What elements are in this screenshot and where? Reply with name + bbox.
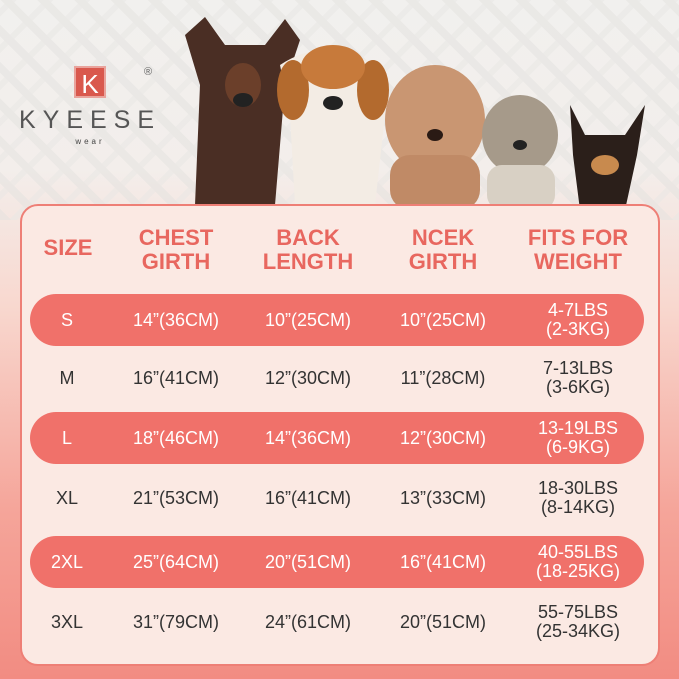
weight-kg-text: (2-3KG) <box>545 319 610 339</box>
weight-lbs-text: 40-55LBS <box>537 542 619 562</box>
table-row: S 14”(36CM) 10”(25CM) 10”(25CM) 4-7LBS (2-3KG… <box>30 294 644 346</box>
chihuahua-image <box>570 105 645 210</box>
header-size: SIZE <box>43 235 93 260</box>
weight-lbs-text: 7-13LBS <box>542 358 614 378</box>
weight-cell: 13-19LBS (6-9KG) <box>518 412 638 464</box>
neck-cell: 20”(51CM) <box>381 596 505 648</box>
back-cell: 10”(25CM) <box>246 294 370 346</box>
weight-kg-text: (3-6KG) <box>545 377 610 397</box>
chest-cell: 25”(64CM) <box>114 536 238 588</box>
chest-text: 31”(79CM) <box>132 611 220 632</box>
size-cell: 2XL <box>37 536 97 588</box>
size-cell: XL <box>37 472 97 524</box>
chest-cell: 21”(53CM) <box>114 472 238 524</box>
chest-cell: 14”(36CM) <box>114 294 238 346</box>
back-text: 16”(41CM) <box>264 487 352 508</box>
back-text: 12”(30CM) <box>264 367 352 388</box>
chest-cell: 16”(41CM) <box>114 352 238 404</box>
back-text: 20”(51CM) <box>264 551 352 572</box>
weight-lbs-text: 55-75LBS <box>537 602 619 622</box>
back-cell: 24”(61CM) <box>246 596 370 648</box>
table-row: 2XL 25”(64CM) 20”(51CM) 16”(41CM) 40-55LBS (1… <box>30 536 644 588</box>
chest-text: 18”(46CM) <box>132 427 220 448</box>
weight-lbs-text: 4-7LBS <box>547 300 609 320</box>
weight-cell: 18-30LBS (8-14KG) <box>518 472 638 524</box>
neck-cell: 16”(41CM) <box>381 536 505 588</box>
weight-cell: 55-75LBS (25-34KG) <box>518 596 638 648</box>
schnauzer-image <box>482 95 558 210</box>
back-cell: 14”(36CM) <box>246 412 370 464</box>
weight-cell: 7-13LBS (3-6KG) <box>518 352 638 404</box>
weight-cell: 4-7LBS (2-3KG) <box>518 294 638 346</box>
neck-cell: 12”(30CM) <box>381 412 505 464</box>
poodle-image <box>385 65 485 210</box>
brand-name: KYEESE <box>18 106 162 134</box>
chest-text: 14”(36CM) <box>132 309 220 330</box>
neck-text: 12”(30CM) <box>399 427 487 448</box>
weight-kg-text: (18-25KG) <box>535 561 621 581</box>
dogs-photo <box>185 17 645 210</box>
weight-lbs-text: 13-19LBS <box>537 418 619 438</box>
size-text: 3XL <box>50 611 84 632</box>
size-cell: M <box>37 352 97 404</box>
size-text: XL <box>55 487 79 508</box>
chest-cell: 18”(46CM) <box>114 412 238 464</box>
neck-text: 13”(33CM) <box>399 487 487 508</box>
header-neck-girth: NCEK GIRTH <box>408 225 478 274</box>
back-cell: 16”(41CM) <box>246 472 370 524</box>
size-text: S <box>60 309 73 330</box>
table-row: L 18”(46CM) 14”(36CM) 12”(30CM) 13-19LBS (6-9… <box>30 412 644 464</box>
chest-cell: 31”(79CM) <box>114 596 238 648</box>
logo-mark: K <box>74 66 106 99</box>
neck-text: 10”(25CM) <box>399 309 487 330</box>
table-row: M 16”(41CM) 12”(30CM) 11”(28CM) 7-13LBS (3-6K… <box>30 352 644 404</box>
brand-logo: K ® KYEESE wear <box>10 66 170 146</box>
weight-kg-text: (25-34KG) <box>535 621 621 641</box>
neck-cell: 13”(33CM) <box>381 472 505 524</box>
back-cell: 20”(51CM) <box>246 536 370 588</box>
registered-mark: ® <box>144 66 153 78</box>
back-text: 10”(25CM) <box>264 309 352 330</box>
beagle-image <box>277 45 389 205</box>
header-fits-for-weight: FITS FOR WEIGHT <box>527 225 629 274</box>
header-chest-girth: CHEST GIRTH <box>138 225 214 274</box>
neck-cell: 11”(28CM) <box>381 352 505 404</box>
weight-kg-text: (6-9KG) <box>545 437 610 457</box>
neck-text: 16”(41CM) <box>399 551 487 572</box>
table-row: XL 21”(53CM) 16”(41CM) 13”(33CM) 18-30LBS (8-… <box>30 472 644 524</box>
size-cell: 3XL <box>37 596 97 648</box>
size-text: M <box>59 367 75 388</box>
header-back-length: BACK LENGTH <box>262 225 354 274</box>
size-text: L <box>61 427 72 448</box>
chest-text: 16”(41CM) <box>132 367 220 388</box>
table-row: 3XL 31”(79CM) 24”(61CM) 20”(51CM) 55-75LBS (2… <box>30 596 644 648</box>
size-cell: L <box>37 412 97 464</box>
back-text: 14”(36CM) <box>264 427 352 448</box>
weight-cell: 40-55LBS (18-25KG) <box>518 536 638 588</box>
weight-lbs-text: 18-30LBS <box>537 478 619 498</box>
brand-subtitle: wear <box>75 137 105 146</box>
neck-cell: 10”(25CM) <box>381 294 505 346</box>
neck-text: 11”(28CM) <box>400 367 486 388</box>
chest-text: 21”(53CM) <box>132 487 220 508</box>
doberman-image <box>185 17 300 205</box>
size-text: 2XL <box>50 551 84 572</box>
back-cell: 12”(30CM) <box>246 352 370 404</box>
back-text: 24”(61CM) <box>264 611 352 632</box>
size-cell: S <box>37 294 97 346</box>
weight-kg-text: (8-14KG) <box>540 497 616 517</box>
chest-text: 25”(64CM) <box>132 551 220 572</box>
neck-text: 20”(51CM) <box>399 611 487 632</box>
